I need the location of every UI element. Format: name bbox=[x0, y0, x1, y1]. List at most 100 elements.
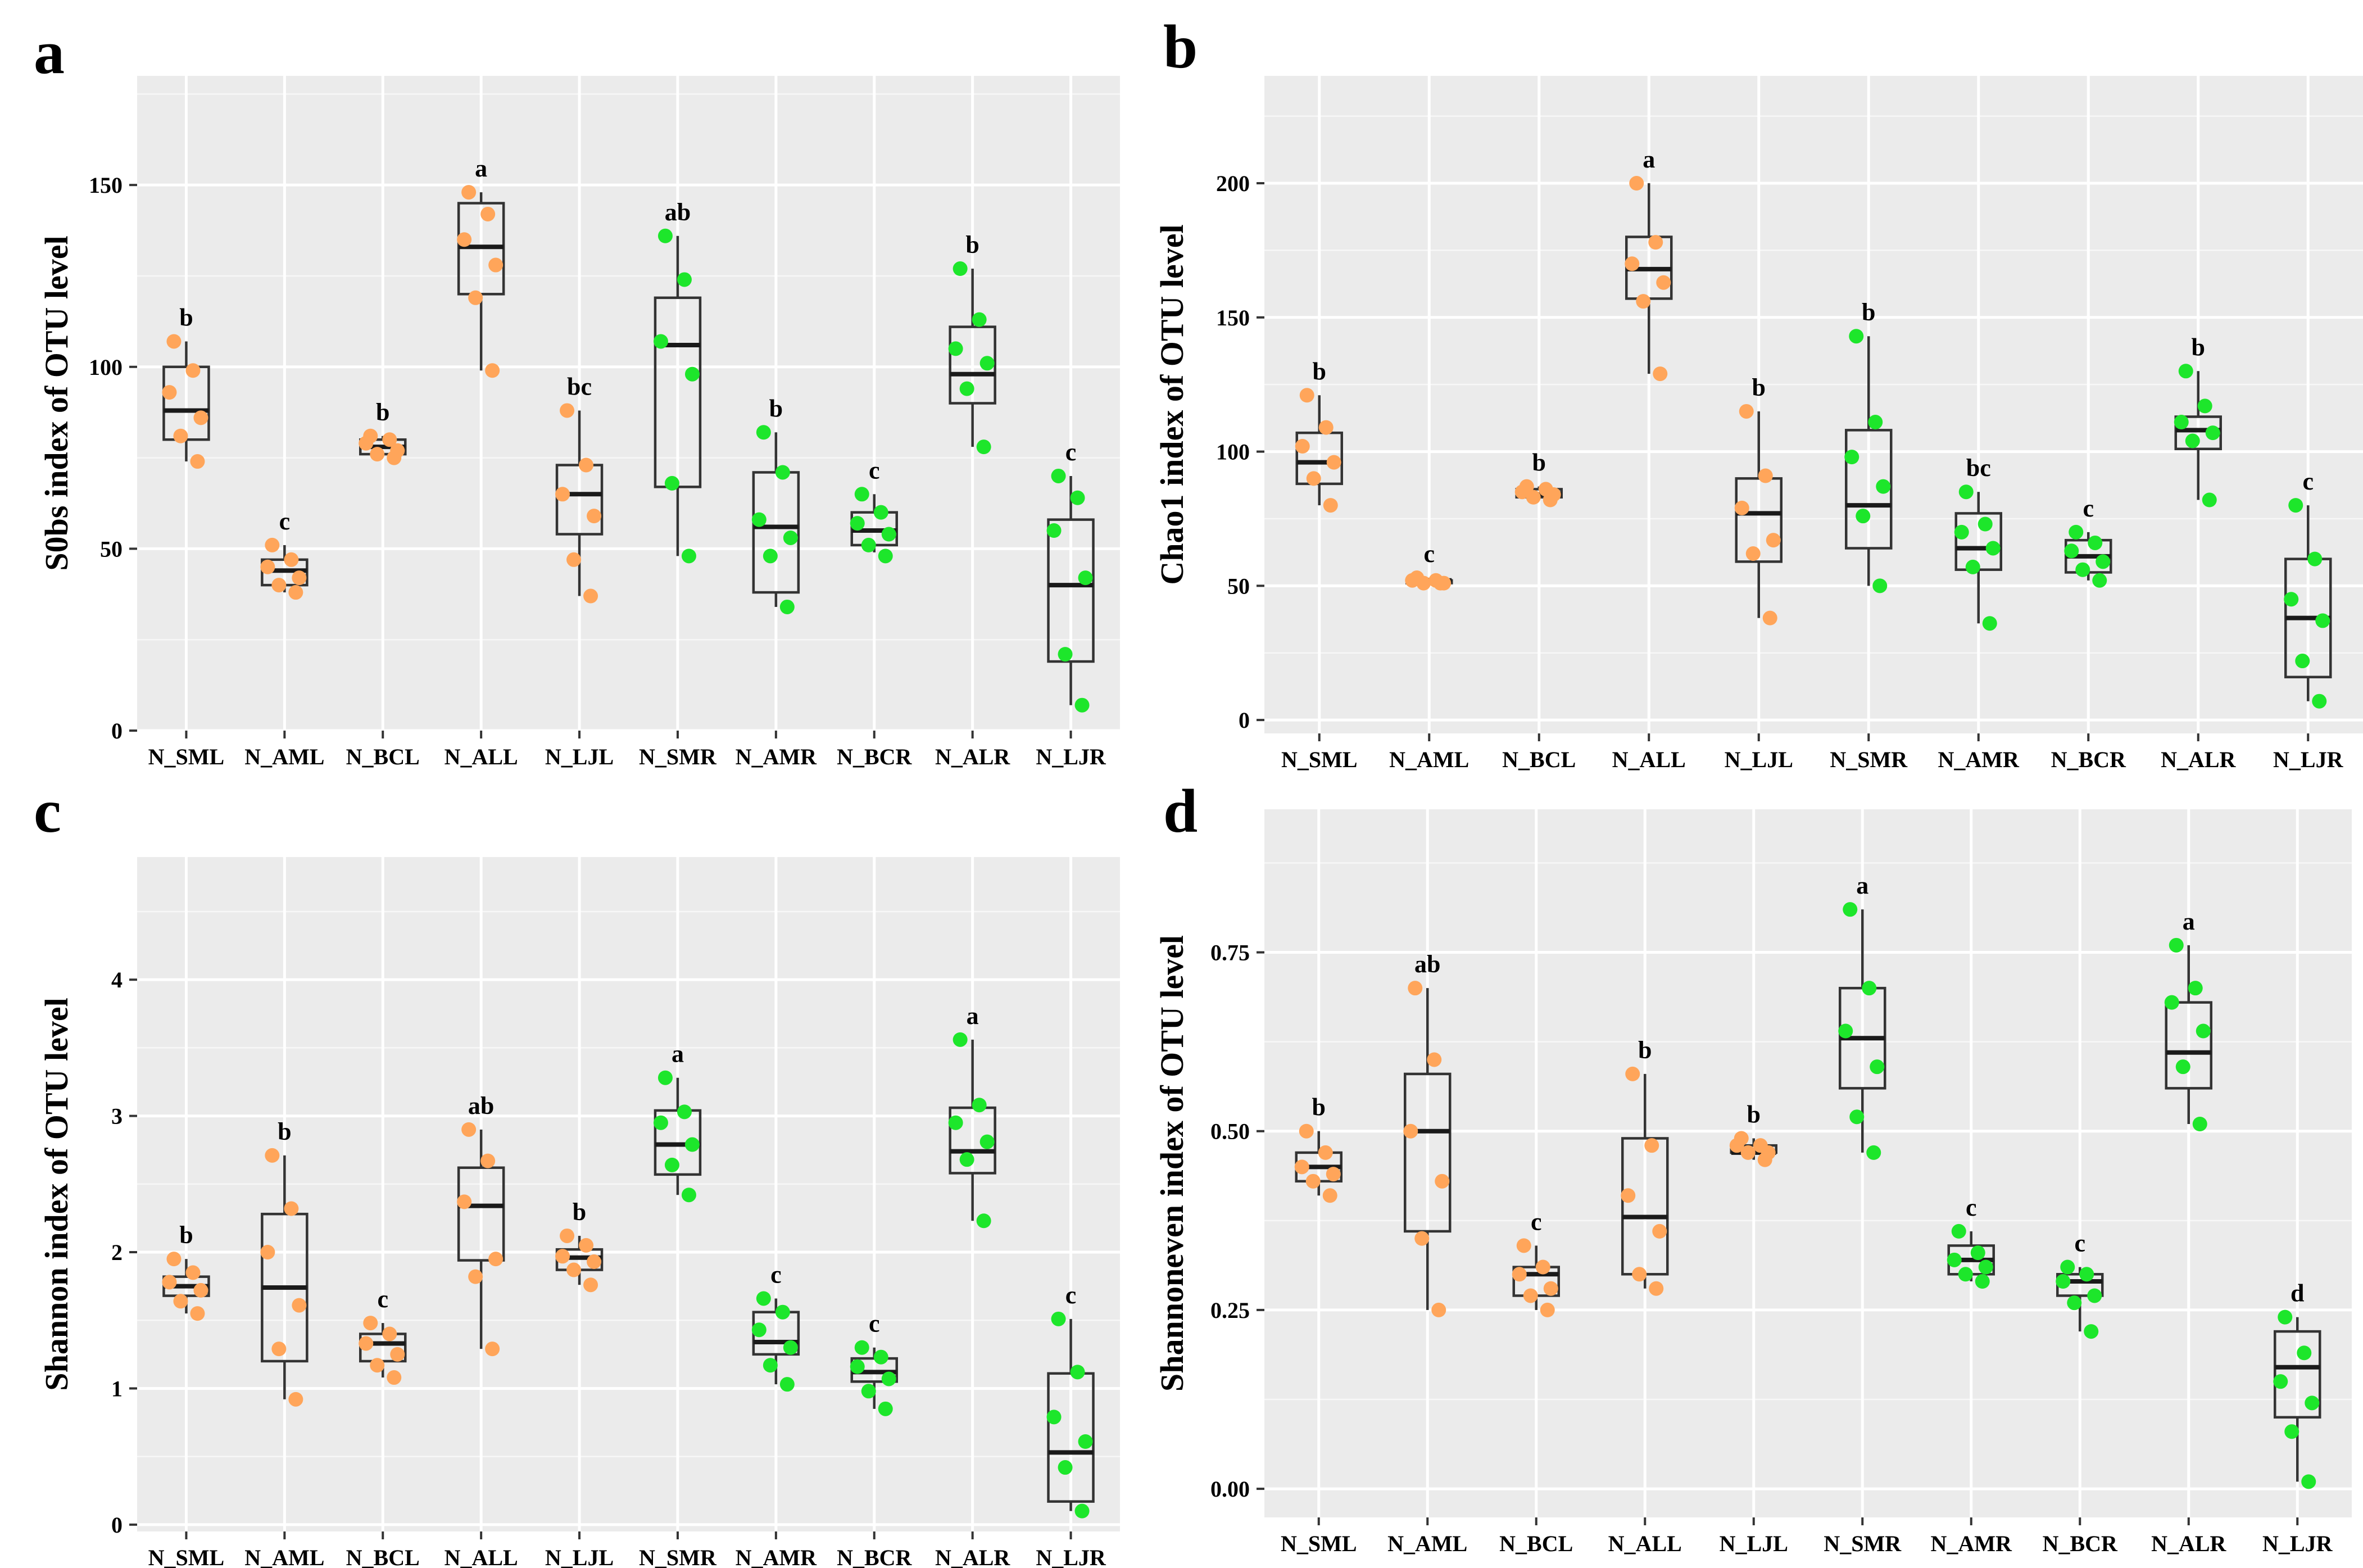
x-tick-label: N_ALR bbox=[2151, 1531, 2226, 1556]
data-point bbox=[1872, 578, 1888, 593]
data-point bbox=[190, 1306, 205, 1321]
data-point bbox=[1074, 1503, 1090, 1519]
data-point bbox=[1734, 500, 1749, 515]
x-tick-label: N_AML bbox=[1389, 747, 1469, 772]
data-point bbox=[370, 447, 385, 462]
data-point bbox=[461, 185, 477, 200]
data-point bbox=[1051, 1311, 1066, 1326]
data-point bbox=[751, 1322, 766, 1338]
data-point bbox=[1975, 1274, 1990, 1289]
data-point bbox=[1970, 1245, 1985, 1261]
data-point bbox=[850, 1359, 865, 1374]
significance-letter: c bbox=[1423, 540, 1435, 568]
box-iqr bbox=[949, 325, 996, 405]
data-point bbox=[763, 549, 778, 564]
panel-c: 0 1 2 3 4 N_SML N_AML N_BCL N_ALL N_LJL N_SMR N_AMR… bbox=[34, 777, 1120, 1568]
data-point bbox=[2301, 1474, 2316, 1489]
data-point bbox=[1046, 523, 1062, 538]
data-point bbox=[878, 549, 893, 564]
significance-letter: b bbox=[2192, 333, 2205, 361]
data-point bbox=[2178, 364, 2193, 379]
panel-b: 0 50 100 150 200 N_SML N_AML N_BCL N_ALL N_LJL N_S… bbox=[1154, 12, 2363, 772]
x-tick-label: N_LJR bbox=[1036, 1545, 1106, 1568]
data-point bbox=[488, 257, 504, 273]
significance-letter: c bbox=[1065, 1281, 1077, 1309]
data-point bbox=[173, 428, 188, 443]
data-point bbox=[579, 457, 594, 473]
data-point bbox=[2202, 492, 2217, 507]
significance-letter: b bbox=[1862, 298, 1875, 326]
data-point bbox=[2056, 1274, 2071, 1289]
data-point bbox=[775, 465, 790, 480]
data-point bbox=[2297, 1345, 2312, 1361]
y-tick-label: 4 bbox=[111, 967, 123, 993]
data-point bbox=[1762, 610, 1777, 626]
data-point bbox=[2185, 433, 2200, 448]
x-tick-label: N_SMR bbox=[1824, 1531, 1902, 1556]
data-point bbox=[1644, 1138, 1659, 1153]
data-point bbox=[292, 1298, 307, 1313]
data-point bbox=[1322, 1188, 1337, 1203]
data-point bbox=[271, 1342, 287, 1357]
data-point bbox=[1051, 468, 1066, 483]
data-point bbox=[1046, 1410, 1062, 1425]
data-point bbox=[579, 1238, 594, 1253]
y-axis-title: Shannon index of OTU level bbox=[38, 998, 75, 1390]
box-iqr bbox=[2165, 1001, 2212, 1090]
data-point bbox=[657, 228, 673, 243]
significance-letter: c bbox=[2083, 495, 2094, 522]
x-tick-label: N_LJL bbox=[1725, 747, 1793, 772]
x-tick-label: N_ALL bbox=[445, 744, 518, 769]
significance-letter: b bbox=[376, 398, 389, 426]
data-point bbox=[480, 1153, 496, 1168]
data-point bbox=[1535, 1259, 1550, 1275]
data-point bbox=[779, 1377, 795, 1392]
significance-letter: ab bbox=[468, 1092, 494, 1120]
data-point bbox=[1844, 450, 1859, 465]
data-point bbox=[587, 509, 602, 524]
data-point bbox=[873, 505, 888, 520]
box-group-N_LJR: c bbox=[1046, 1281, 1095, 1519]
significance-letter: c bbox=[2074, 1230, 2085, 1257]
data-point bbox=[382, 432, 397, 447]
x-tick-label: N_BCR bbox=[837, 1545, 912, 1568]
data-point bbox=[1416, 575, 1431, 591]
data-point bbox=[265, 1148, 280, 1163]
data-point bbox=[1326, 455, 1341, 470]
y-tick-label: 0 bbox=[111, 1512, 123, 1538]
x-tick-label: N_ALR bbox=[935, 1545, 1010, 1568]
data-point bbox=[1540, 1302, 1555, 1317]
data-point bbox=[190, 454, 205, 469]
data-point bbox=[976, 439, 991, 455]
data-point bbox=[1299, 1123, 1314, 1139]
significance-letter: c bbox=[1966, 1194, 1977, 1221]
data-point bbox=[1838, 1023, 1853, 1039]
x-tick-label: N_AMR bbox=[736, 1545, 818, 1568]
data-point bbox=[382, 1326, 397, 1342]
box-iqr bbox=[2174, 415, 2222, 451]
data-point bbox=[1625, 1066, 1640, 1081]
data-point bbox=[2192, 1117, 2207, 1131]
panel-letter: c bbox=[34, 777, 61, 845]
data-point bbox=[1299, 388, 1314, 403]
data-point bbox=[775, 1304, 790, 1320]
data-point bbox=[664, 1157, 679, 1172]
data-point bbox=[2288, 498, 2303, 513]
significance-letter: b bbox=[573, 1198, 586, 1226]
significance-letter: b bbox=[1312, 1094, 1326, 1121]
y-axis-title: Chao1 index of OTU level bbox=[1154, 224, 1190, 584]
data-point bbox=[461, 1122, 477, 1137]
data-point bbox=[1856, 509, 1871, 524]
x-tick-label: N_AMR bbox=[1938, 747, 2020, 772]
x-tick-label: N_LJL bbox=[1720, 1531, 1788, 1556]
y-tick-label: 200 bbox=[1216, 171, 1250, 196]
data-point bbox=[583, 588, 598, 604]
x-tick-label: N_AMR bbox=[736, 744, 818, 769]
data-point bbox=[2069, 524, 2084, 540]
box-group-N_BCR: c bbox=[2064, 495, 2112, 588]
data-point bbox=[1318, 420, 1334, 435]
data-point bbox=[2315, 613, 2330, 628]
data-point bbox=[2075, 562, 2090, 577]
x-tick-label: N_AML bbox=[1387, 1531, 1467, 1556]
data-point bbox=[1649, 1281, 1664, 1296]
